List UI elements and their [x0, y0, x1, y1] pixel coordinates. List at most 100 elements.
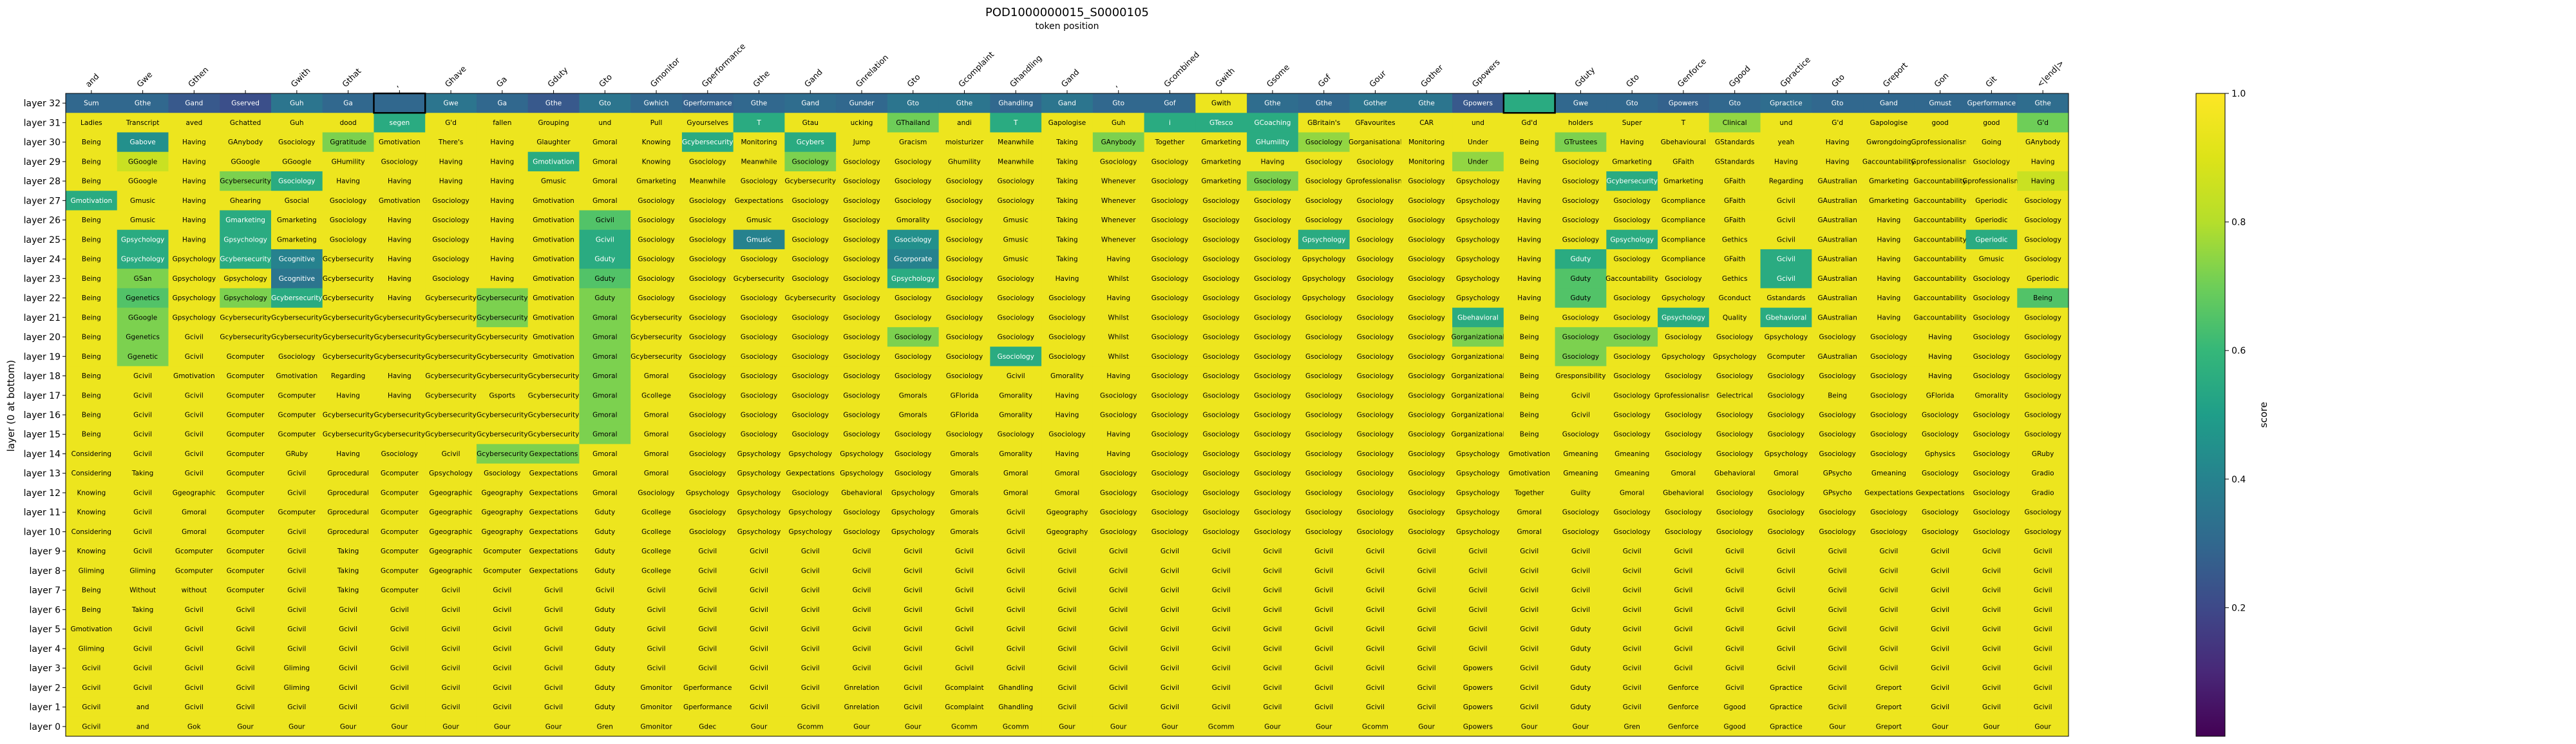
heatmap-cell-label: Gsociology: [1151, 353, 1188, 361]
x-tick-label: Gpractice: [1778, 55, 1812, 89]
heatmap-cell-label: Gcivil: [1520, 684, 1539, 692]
heatmap-cell-label: Taking: [131, 470, 153, 477]
heatmap-cell-label: Gsociology: [1254, 334, 1291, 341]
heatmap-cell: [1709, 229, 1761, 250]
heatmap-cell: [630, 171, 683, 191]
heatmap-cell-label: Gsociology: [1768, 372, 1804, 380]
heatmap-cell-label: Gbehavioral: [1457, 314, 1499, 321]
heatmap-cell-label: Gsociology: [1151, 158, 1188, 166]
heatmap-cell-label: Gcivil: [1366, 684, 1385, 692]
heatmap-cell-label: Gmorality: [999, 412, 1032, 419]
heatmap-cell-label: Gsociology: [1151, 275, 1188, 283]
heatmap-cell-label: Gcivil: [390, 625, 409, 633]
heatmap-cell-label: Gcivil: [287, 548, 306, 555]
heatmap-cell-label: Gsociology: [1973, 334, 2010, 341]
heatmap-cell: [1709, 210, 1761, 231]
heatmap-cell-label: Gcivil: [1160, 684, 1179, 692]
heatmap-cell: [1452, 93, 1504, 113]
heatmap-cell-label: Gsociology: [1613, 314, 1650, 321]
heatmap-cell: [1914, 132, 1967, 153]
heatmap-cell-label: Gcivil: [287, 606, 306, 614]
heatmap-cell-label: Gmoral: [592, 450, 617, 458]
heatmap-cell-label: Gexpectations: [735, 197, 784, 205]
heatmap-cell-label: Gcomputer: [227, 548, 265, 555]
heatmap-cell-label: Gduty: [1571, 703, 1591, 711]
heatmap-cell-label: Gorganizational: [1452, 334, 1505, 341]
heatmap-cell-label: yeah: [1778, 138, 1795, 146]
heatmap-cell-label: Taking: [337, 587, 359, 595]
heatmap-cell-label: G'd: [445, 119, 457, 127]
heatmap-cell-label: Gpowers: [1463, 684, 1493, 692]
heatmap-cell-label: Gsociology: [843, 314, 880, 321]
heatmap-cell-label: Having: [490, 178, 514, 186]
heatmap-cell-label: Gaccountability: [1914, 236, 1967, 243]
heatmap-cell: [1452, 171, 1504, 191]
x-tick-label: Gsome: [1264, 62, 1291, 89]
heatmap-cell-label: Gmorals: [899, 412, 927, 419]
heatmap-cell: [270, 210, 323, 231]
x-tick-label: Gand: [1059, 67, 1081, 89]
heatmap-cell: [579, 229, 631, 250]
heatmap-cell-label: Gcivil: [647, 625, 666, 633]
heatmap-cell-label: Gcivil: [1931, 606, 1949, 614]
heatmap-cell: [1092, 191, 1145, 211]
heatmap-cell-label: Gsociology: [689, 294, 726, 302]
heatmap-cell-label: Gour: [1316, 723, 1332, 730]
heatmap-cell-label: Gsociology: [741, 353, 777, 361]
heatmap-cell-label: Gsociology: [1870, 372, 1907, 380]
x-tick-label: Gduty: [1573, 64, 1597, 89]
heatmap-cell-label: Gcivil: [801, 587, 820, 595]
heatmap-cell-label: Gsociology: [1254, 372, 1291, 380]
heatmap-cell: [1555, 191, 1607, 211]
heatmap-cell-label: Gsociology: [741, 412, 777, 419]
x-tick-label: Gthat: [340, 66, 363, 89]
x-tick-label: Gto: [1830, 72, 1846, 89]
heatmap-cell-label: Gexpectations: [786, 470, 835, 477]
heatmap-cell: [322, 171, 374, 191]
heatmap-cell: [1812, 171, 1864, 191]
heatmap-cell-label: Gcivil: [1314, 587, 1333, 595]
heatmap-cell-label: Gcivil: [1314, 567, 1333, 575]
heatmap-cell-label: Gcivil: [1366, 625, 1385, 633]
heatmap-cell: [1247, 132, 1299, 153]
heatmap-cell: [1452, 151, 1504, 172]
heatmap-cell: [527, 191, 580, 211]
heatmap-cell: [1144, 132, 1196, 153]
heatmap-cell: [1092, 229, 1145, 250]
heatmap-cell-label: Gsociology: [1408, 197, 1445, 205]
heatmap-cell-label: Gcivil: [236, 606, 255, 614]
heatmap-cell-label: Gcivil: [1725, 684, 1744, 692]
heatmap-cell-label: Gsociology: [689, 314, 726, 321]
heatmap-cell-label: Gcomm: [797, 723, 824, 730]
heatmap-cell: [1092, 151, 1145, 172]
heatmap-cell-label: Gcivil: [1725, 665, 1744, 672]
heatmap-cell-label: Having: [182, 236, 206, 243]
heatmap-cell-label: Gthe: [2034, 100, 2050, 108]
heatmap-cell: [1144, 210, 1196, 231]
heatmap-cell-label: Gcybersecurity: [734, 275, 785, 283]
heatmap-cell-label: Gsociology: [792, 412, 829, 419]
heatmap-cell-label: Gcivil: [339, 606, 357, 614]
heatmap-cell-label: Gpsychology: [891, 489, 935, 497]
heatmap-cell-label: Gour: [237, 723, 254, 730]
heatmap-cell-label: Gmoral: [1055, 489, 1079, 497]
heatmap-cell: [1041, 210, 1094, 231]
heatmap-cell-label: Gcivil: [1007, 645, 1025, 653]
heatmap-cell-label: Gcivil: [1982, 703, 2001, 711]
heatmap-cell-label: Gsociology: [741, 294, 777, 302]
heatmap-cell-label: Gsociology: [330, 197, 366, 205]
heatmap-cell-label: Gexpectations: [529, 528, 578, 536]
heatmap-cell: [579, 151, 631, 172]
heatmap-cell: [784, 191, 837, 211]
heatmap-cell-label: Gnrelation: [844, 703, 880, 711]
heatmap-cell-label: Gcivil: [1007, 528, 1025, 536]
y-tick-label: layer 2: [30, 683, 61, 693]
heatmap-cell-label: Gsociology: [998, 431, 1034, 439]
heatmap-cell-label: Gcomputer: [227, 509, 265, 517]
heatmap-cell-label: Gsociology: [1408, 412, 1445, 419]
heatmap-cell-label: Being: [82, 275, 101, 283]
heatmap-cell-label: Genforce: [1668, 684, 1699, 692]
heatmap-cell-label: Having: [1517, 216, 1541, 224]
heatmap-cell-label: Gcivil: [1828, 645, 1847, 653]
heatmap-cell-label: Gsociology: [1716, 334, 1753, 341]
